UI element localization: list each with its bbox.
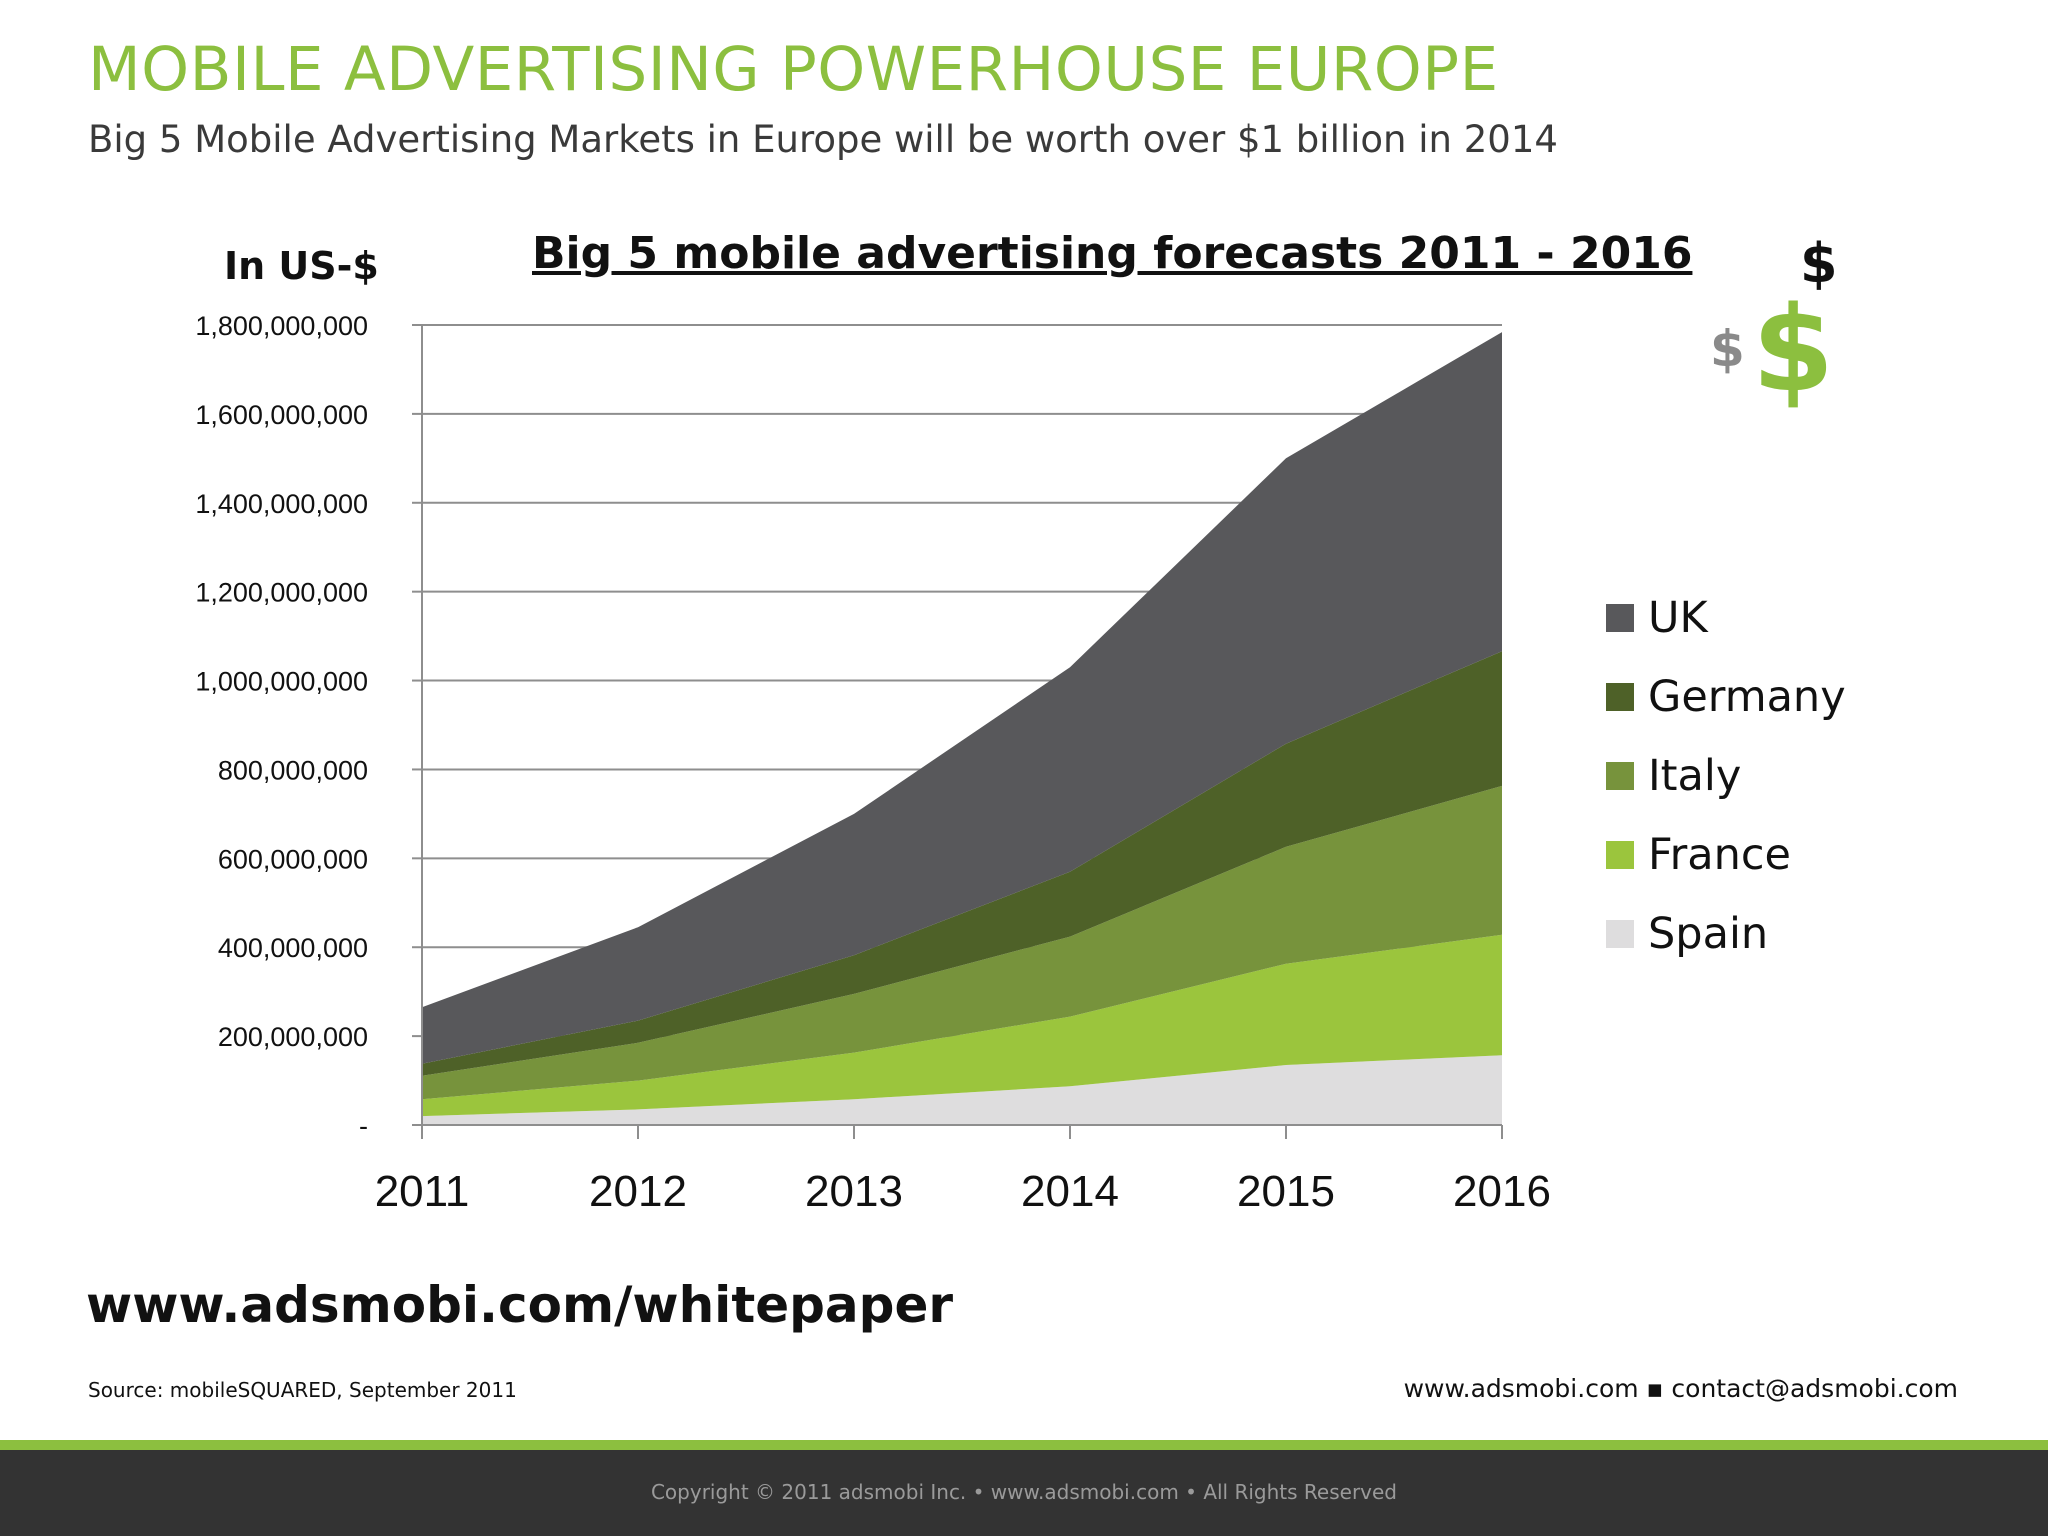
legend-label: UK [1648, 592, 1708, 643]
slide-subtitle: Big 5 Mobile Advertising Markets in Euro… [88, 118, 1558, 161]
legend-swatch [1606, 761, 1634, 790]
source-note: Source: mobileSQUARED, September 2011 [88, 1378, 517, 1402]
dollar-icon-small: $ [1710, 320, 1745, 378]
area-series-france [422, 934, 1502, 1117]
dollar-icon-green: $ [1752, 280, 1835, 418]
legend-item-spain: Spain [1606, 894, 1846, 973]
legend-item-uk: UK [1606, 578, 1846, 657]
legend-item-france: France [1606, 815, 1846, 894]
x-tick-label: 2016 [1453, 1167, 1551, 1216]
whitepaper-link[interactable]: www.adsmobi.com/whitepaper [86, 1276, 954, 1334]
y-tick-label: 1,000,000,000 [195, 667, 368, 697]
y-tick-label: 1,600,000,000 [195, 400, 368, 430]
slide-title: MOBILE ADVERTISING POWERHOUSE EUROPE [88, 34, 1499, 105]
legend-swatch [1606, 919, 1634, 948]
chart-legend: UK Germany Italy France Spain [1606, 578, 1846, 973]
x-tick-label: 2013 [805, 1167, 903, 1216]
copyright-text: Copyright © 2011 adsmobi Inc. • www.adsm… [650, 1480, 1398, 1504]
axes: - 200,000,000 400,000,000 600,000,000 800,00… [195, 311, 1551, 1216]
y-tick-label: 800,000,000 [218, 755, 368, 785]
footer-accent-bar [0, 1440, 2048, 1450]
y-tick-label: 400,000,000 [218, 933, 368, 963]
footer-bar [0, 1450, 2048, 1536]
area-series [422, 332, 1502, 1125]
y-tick-label: 1,200,000,000 [195, 578, 368, 608]
y-tick-label: 1,400,000,000 [195, 489, 368, 519]
legend-label: Italy [1648, 750, 1742, 801]
area-series-spain [422, 1055, 1502, 1125]
chart-title: Big 5 mobile advertising forecasts 2011 … [532, 228, 1693, 279]
area-series-italy [422, 785, 1502, 1100]
legend-swatch [1606, 840, 1634, 869]
y-tick-label: 200,000,000 [218, 1022, 368, 1052]
x-tick-label: 2011 [375, 1167, 470, 1216]
x-tick-label: 2014 [1021, 1167, 1119, 1216]
y-tick-label: - [359, 1111, 368, 1141]
y-tick-label: 1,800,000,000 [195, 311, 368, 341]
legend-label: Germany [1648, 671, 1846, 722]
x-tick-label: 2015 [1237, 1167, 1335, 1216]
area-series-uk [422, 332, 1502, 1064]
contact-info: www.adsmobi.com ▪ contact@adsmobi.com [1403, 1374, 1958, 1403]
legend-item-germany: Germany [1606, 657, 1846, 736]
x-tick-label: 2012 [589, 1167, 687, 1216]
y-axis-label: In US-$ [224, 244, 379, 288]
dollar-icon: $ [1800, 232, 1838, 295]
area-chart: - 200,000,000 400,000,000 600,000,000 800,00… [195, 311, 1551, 1216]
legend-swatch [1606, 603, 1634, 632]
legend-swatch [1606, 682, 1634, 711]
y-tick-label: 600,000,000 [218, 844, 368, 874]
legend-item-italy: Italy [1606, 736, 1846, 815]
legend-label: Spain [1648, 908, 1769, 959]
legend-label: France [1648, 829, 1791, 880]
